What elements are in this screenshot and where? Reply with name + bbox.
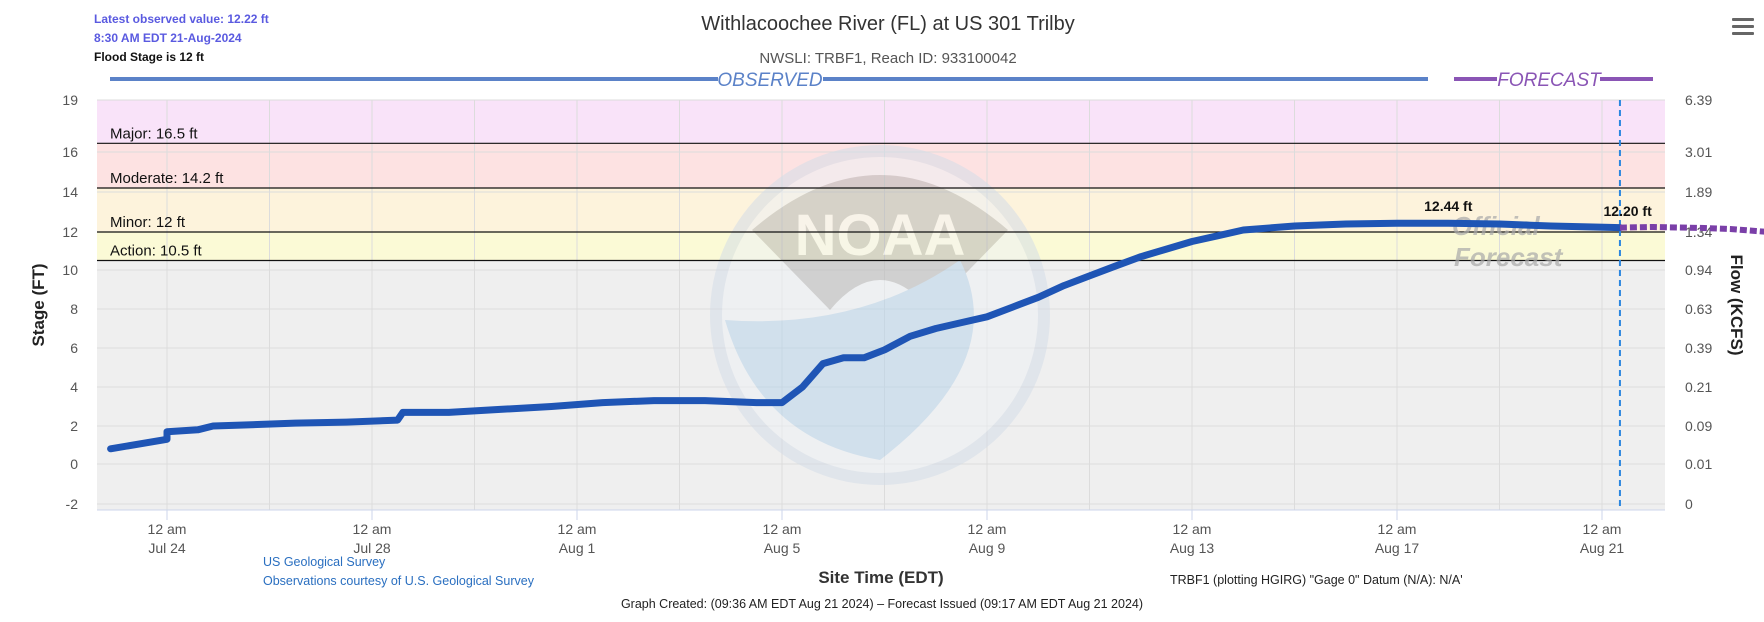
x-tick-label: 12 am (558, 521, 597, 537)
y-tick-label-right: 0.01 (1685, 456, 1712, 472)
y-tick-label-right: 3.01 (1685, 144, 1712, 160)
x-tick-label: 12 am (1378, 521, 1417, 537)
hamburger-menu-icon[interactable] (1732, 18, 1754, 39)
y-tick-label: 4 (70, 379, 78, 395)
x-tick-label: Aug 17 (1375, 540, 1420, 556)
graph-created-note: Graph Created: (09:36 AM EDT Aug 21 2024… (620, 597, 1144, 611)
menu-bar (1732, 32, 1754, 35)
datum-note: TRBF1 (plotting HGIRG) "Gage 0" Datum (N… (1170, 573, 1463, 587)
forecast-label: FORECAST (1497, 70, 1602, 91)
svg-text:NOAA: NOAA (795, 203, 966, 268)
official-forecast-watermark: Forecast (1454, 242, 1564, 272)
menu-bar (1732, 25, 1754, 28)
y-tick-label-right: 6.39 (1685, 92, 1712, 108)
threshold-label: Action: 10.5 ft (110, 243, 203, 260)
y-tick-label: 19 (62, 92, 78, 108)
threshold-label: Moderate: 14.2 ft (110, 170, 224, 187)
value-annotation: 12.20 ft (1604, 203, 1653, 219)
observations-credit-link[interactable]: Observations courtesy of U.S. Geological… (263, 574, 534, 588)
x-axis-title: Site Time (EDT) (818, 568, 943, 587)
threshold-label: Major: 16.5 ft (110, 125, 198, 142)
y-axis-right-title: Flow (KCFS) (1727, 254, 1746, 355)
y-tick-label: 14 (62, 184, 78, 200)
y-tick-label-right: 0.94 (1685, 262, 1712, 278)
menu-bar (1732, 18, 1754, 21)
y-tick-label: 16 (62, 144, 78, 160)
x-tick-label: 12 am (353, 521, 392, 537)
x-tick-label: Aug 9 (969, 540, 1006, 556)
observed-series-line (107, 219, 1624, 453)
latest-observed-time: 8:30 AM EDT 21-Aug-2024 (94, 31, 242, 45)
noaa-logo-icon: NOAA (710, 145, 1050, 485)
threshold-label: Minor: 12 ft (110, 214, 186, 231)
x-tick-label: 12 am (968, 521, 1007, 537)
forecast-series-line (1619, 223, 1764, 235)
y-tick-label: -2 (66, 496, 79, 512)
flood-stage-note: Flood Stage is 12 ft (94, 50, 205, 64)
x-tick-label: Jul 28 (353, 540, 391, 556)
y-tick-label: 6 (70, 340, 78, 356)
chart-title: Withlacoochee River (FL) at US 301 Trilb… (701, 13, 1074, 35)
value-annotation: 12.44 ft (1424, 198, 1473, 214)
y-tick-label: 2 (70, 418, 78, 434)
x-tick-label: Aug 21 (1580, 540, 1625, 556)
flood-band (97, 100, 1665, 144)
usgs-credit-link[interactable]: US Geological Survey (263, 555, 386, 569)
latest-observed-value: Latest observed value: 12.22 ft (94, 12, 269, 26)
x-tick-label: Aug 5 (764, 540, 801, 556)
x-tick-label: 12 am (763, 521, 802, 537)
y-tick-label-right: 0.09 (1685, 418, 1712, 434)
x-tick-label: Aug 1 (559, 540, 596, 556)
y-tick-label-right: 0 (1685, 496, 1693, 512)
y-tick-label: 12 (62, 224, 78, 240)
y-tick-label-right: 1.89 (1685, 184, 1712, 200)
x-tick-label: 12 am (148, 521, 187, 537)
y-tick-label-right: 1.34 (1685, 224, 1712, 240)
chart-subtitle: NWSLI: TRBF1, Reach ID: 933100042 (759, 50, 1016, 67)
y-tick-label: 10 (62, 262, 78, 278)
x-tick-label: 12 am (1173, 521, 1212, 537)
x-tick-label: Aug 13 (1170, 540, 1215, 556)
x-tick-label: 12 am (1583, 521, 1622, 537)
y-tick-label-right: 0.21 (1685, 379, 1712, 395)
x-tick-label: Jul 24 (148, 540, 186, 556)
y-tick-label: 8 (70, 301, 78, 317)
observed-label: OBSERVED (717, 70, 823, 91)
y-axis-title: Stage (FT) (29, 263, 48, 346)
y-tick-label-right: 0.39 (1685, 340, 1712, 356)
y-tick-label-right: 0.63 (1685, 301, 1712, 317)
y-tick-label: 0 (70, 456, 78, 472)
